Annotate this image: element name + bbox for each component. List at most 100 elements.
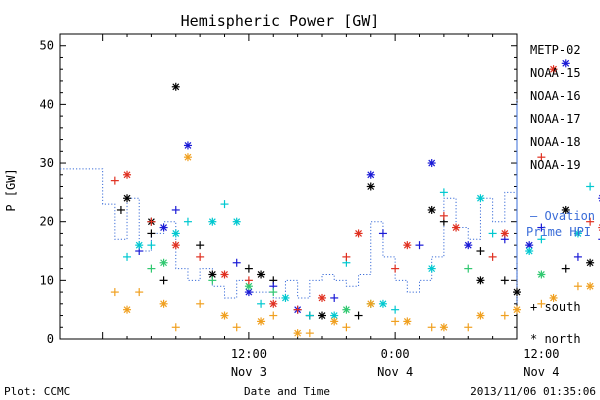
noaa-19-south-point bbox=[342, 252, 351, 261]
noaa-16-south-point bbox=[586, 182, 595, 191]
metp-02-south-point bbox=[561, 264, 570, 273]
noaa-16-north-point bbox=[427, 264, 436, 273]
noaa-15-north-point bbox=[427, 159, 436, 168]
noaa-19-south-point bbox=[537, 153, 546, 162]
noaa-18-south-point bbox=[135, 288, 144, 297]
noaa-16-north-point bbox=[525, 247, 534, 256]
noaa-17-south-point bbox=[147, 264, 156, 273]
noaa-15-north-point bbox=[464, 241, 473, 250]
noaa-18-south-point bbox=[427, 323, 436, 332]
metp-02-north-point bbox=[171, 82, 180, 91]
noaa-17-north-point bbox=[537, 270, 546, 279]
metp-02-north-point bbox=[513, 288, 521, 297]
noaa-19-north-point bbox=[220, 270, 229, 279]
plot-timestamp: 2013/11/06 01:35:06 bbox=[470, 385, 596, 398]
noaa-15-south-point bbox=[415, 241, 424, 250]
noaa-18-north-point bbox=[549, 293, 558, 302]
noaa-19-south-point bbox=[488, 252, 497, 261]
noaa-18-north-point bbox=[403, 317, 412, 326]
x-tick-label-time: 0:00 bbox=[381, 347, 410, 361]
legend-north: * north bbox=[530, 332, 581, 346]
noaa-16-south-point bbox=[391, 305, 400, 314]
y-tick-label: 30 bbox=[40, 156, 54, 170]
noaa-19-north-point bbox=[452, 223, 461, 232]
metp-02-south-point bbox=[476, 247, 485, 256]
noaa-19-south-point bbox=[293, 305, 302, 314]
noaa-19-north-point bbox=[500, 229, 509, 238]
x-axis-label: Date and Time bbox=[244, 385, 330, 398]
noaa-16-north-point bbox=[171, 229, 180, 238]
noaa-18-north-point bbox=[439, 323, 448, 332]
noaa-19-south-point bbox=[439, 211, 448, 220]
y-axis: 0 10 20 30 40 50 bbox=[40, 39, 517, 346]
noaa-19-north-point bbox=[123, 170, 132, 179]
noaa-16-north-point bbox=[573, 229, 582, 238]
legend-item-noaa-15: NOAA-15 bbox=[530, 66, 581, 80]
noaa-18-north-point bbox=[476, 311, 485, 320]
y-tick-label: 20 bbox=[40, 215, 54, 229]
noaa-18-north-point bbox=[330, 317, 339, 326]
metp-02-north-point bbox=[123, 194, 132, 203]
noaa-19-south-point bbox=[196, 252, 205, 261]
metp-02-north-point bbox=[561, 205, 570, 214]
y-tick-label: 10 bbox=[40, 273, 54, 287]
noaa-18-south-point bbox=[342, 323, 351, 332]
metp-02-north-point bbox=[366, 182, 375, 191]
legend-item-noaa-18: NOAA-18 bbox=[530, 135, 581, 149]
noaa-18-south-point bbox=[232, 323, 241, 332]
noaa-18-north-point bbox=[159, 299, 168, 308]
legend-ovation-line1: — Ovation bbox=[530, 209, 595, 223]
noaa-16-north-point bbox=[378, 299, 387, 308]
metp-02-north-point bbox=[427, 205, 436, 214]
y-axis-label: P [GW] bbox=[4, 168, 18, 211]
noaa-18-north-point bbox=[183, 153, 192, 162]
x-tick-label-date: Nov 4 bbox=[523, 365, 559, 379]
noaa-18-south-point bbox=[305, 329, 314, 338]
noaa-18-south-point bbox=[110, 288, 119, 297]
legend-item-metp-02: METP-02 bbox=[530, 43, 581, 57]
metp-02-north-point bbox=[257, 270, 266, 279]
noaa-18-south-point bbox=[196, 299, 205, 308]
x-tick-label-date: Nov 3 bbox=[231, 365, 267, 379]
metp-02-south-point bbox=[196, 241, 205, 250]
noaa-18-north-point bbox=[293, 329, 302, 338]
noaa-16-north-point bbox=[232, 217, 241, 226]
noaa-19-north-point bbox=[318, 293, 327, 302]
metp-02-north-point bbox=[208, 270, 217, 279]
ovation-prime-hpi-line bbox=[60, 98, 518, 304]
noaa-16-north-point bbox=[135, 241, 144, 250]
noaa-18-north-point bbox=[513, 305, 521, 314]
plot-frame bbox=[59, 33, 518, 340]
noaa-16-south-point bbox=[220, 200, 229, 209]
noaa-16-south-point bbox=[183, 217, 192, 226]
noaa-17-south-point bbox=[269, 288, 278, 297]
noaa-19-north-point bbox=[171, 241, 180, 250]
legend-south: + south bbox=[530, 300, 581, 314]
noaa-16-south-point bbox=[537, 235, 546, 244]
noaa-18-north-point bbox=[586, 282, 595, 291]
y-tick-label: 40 bbox=[40, 97, 54, 111]
noaa-16-north-point bbox=[281, 293, 290, 302]
noaa-18-south-point bbox=[464, 323, 473, 332]
ovation-prime-hpi-series bbox=[60, 98, 518, 304]
y-tick-label: 0 bbox=[47, 332, 54, 346]
metp-02-south-point bbox=[147, 229, 156, 238]
noaa-16-south-point bbox=[439, 188, 448, 197]
legend: METP-02 NOAA-15 NOAA-16 NOAA-17 NOAA-18 NOAA-… bbox=[530, 43, 581, 172]
noaa-19-south-point bbox=[147, 217, 156, 226]
noaa-15-south-point bbox=[330, 293, 339, 302]
noaa-19-north-point bbox=[403, 241, 412, 250]
noaa-17-south-point bbox=[208, 276, 217, 285]
noaa-16-south-point bbox=[305, 311, 314, 320]
noaa-16-south-point bbox=[257, 299, 266, 308]
noaa-15-north-point bbox=[366, 170, 375, 179]
legend-item-noaa-16: NOAA-16 bbox=[530, 89, 581, 103]
noaa-18-south-point bbox=[537, 299, 546, 308]
noaa-16-north-point bbox=[476, 194, 485, 203]
noaa-16-south-point bbox=[488, 229, 497, 238]
metp-02-south-point bbox=[116, 205, 125, 214]
x-tick-label-date: Nov 4 bbox=[377, 365, 413, 379]
noaa-19-south-point bbox=[244, 276, 253, 285]
metp-02-north-point bbox=[476, 276, 485, 285]
